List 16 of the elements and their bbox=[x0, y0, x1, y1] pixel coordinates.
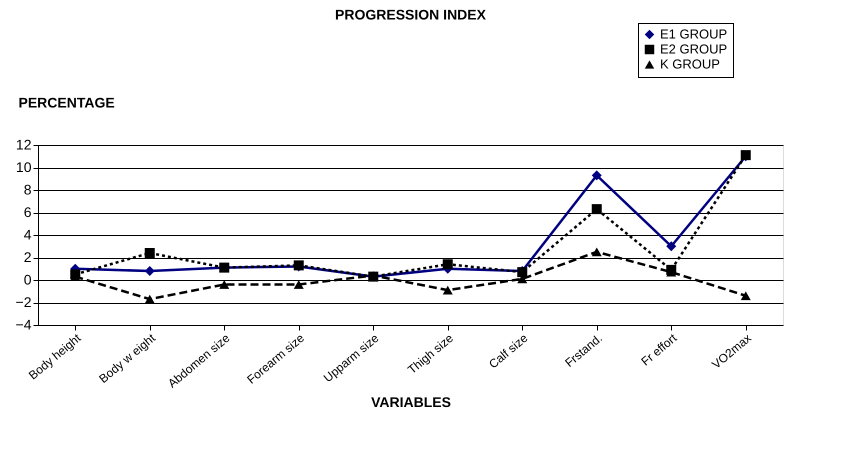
y-tick-label: 6 bbox=[24, 204, 32, 220]
x-axis-title: VARIABLES bbox=[371, 394, 451, 410]
y-tick-label: 12 bbox=[16, 136, 32, 152]
y-tick-label: 4 bbox=[24, 226, 32, 242]
y-tick-label: 8 bbox=[24, 182, 32, 198]
y-tick-label: −4 bbox=[16, 316, 32, 332]
y-axis-title: PERCENTAGE bbox=[18, 94, 115, 110]
chart-title: PROGRESSION INDEX bbox=[335, 6, 487, 22]
x-tick-label: Calf size bbox=[486, 330, 531, 372]
legend-label: K GROUP bbox=[660, 56, 720, 72]
y-tick-label: 10 bbox=[16, 159, 32, 175]
y-tick-label: 2 bbox=[24, 249, 32, 265]
legend-label: E1 GROUP bbox=[660, 26, 728, 42]
y-tick-label: −2 bbox=[16, 294, 32, 310]
y-tick-label: 0 bbox=[24, 272, 32, 288]
legend-label: E2 GROUP bbox=[660, 42, 728, 56]
